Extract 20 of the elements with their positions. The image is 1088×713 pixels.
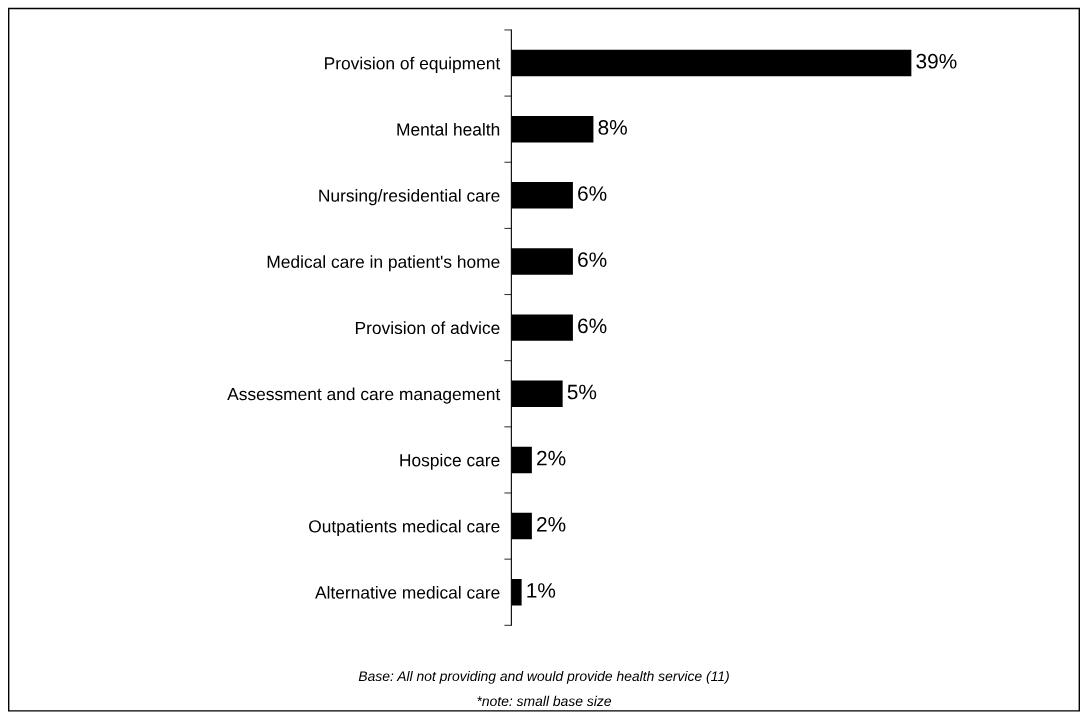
y-tick-label: Provision of advice — [355, 321, 500, 335]
y-tick-label: Nursing/residential care — [319, 189, 500, 206]
text: *note: small base size — [477, 695, 612, 707]
data-label: 2% — [537, 516, 566, 532]
data-label: 1% — [527, 583, 556, 598]
data-label: 2% — [537, 450, 566, 466]
y-tick-label: Mental health — [397, 122, 500, 136]
data-label: 6% — [578, 318, 607, 334]
y-tick-label: Alternative medical care — [315, 585, 500, 599]
data-label: 6% — [578, 252, 607, 268]
data-label: 5% — [567, 384, 597, 400]
y-tick-label: Hospice care — [400, 453, 500, 470]
y-tick-label: Medical care in patient's home — [267, 255, 500, 272]
y-tick-label: Outpatients medical care — [309, 519, 500, 536]
data-label: 6% — [578, 186, 607, 201]
y-tick-label: Assessment and care management — [227, 387, 501, 404]
data-label: 39% — [916, 53, 957, 69]
data-label: 8% — [598, 120, 627, 135]
text: Base: All not providing and would provide health service (11) — [358, 670, 729, 684]
y-tick-label: Provision of equipment — [325, 56, 501, 73]
